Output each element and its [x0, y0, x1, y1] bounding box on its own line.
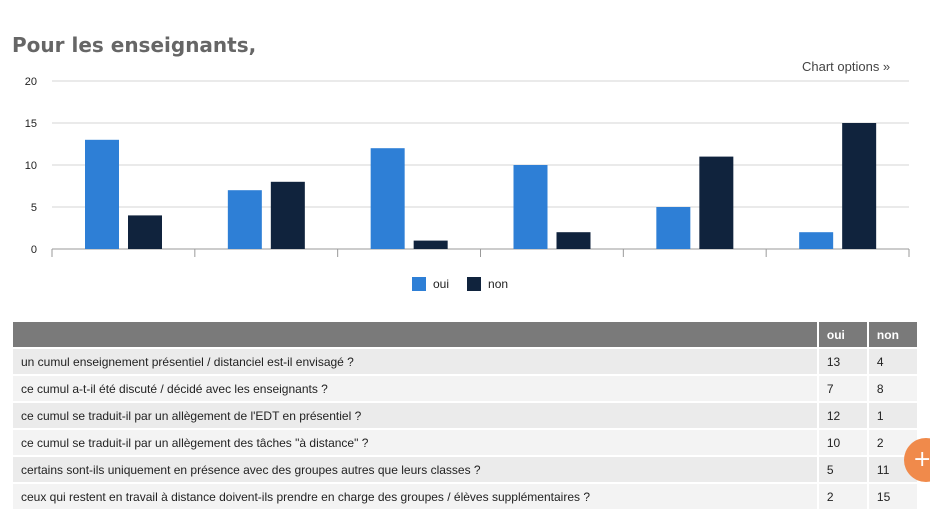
- non-cell: 8: [866, 374, 917, 402]
- legend-swatch-oui: [412, 277, 426, 291]
- bar-non-3: [413, 240, 448, 249]
- question-cell: ce cumul se traduit-il par un allègement…: [13, 428, 818, 456]
- non-cell: 1: [866, 401, 917, 429]
- bar-oui-2: [227, 190, 262, 249]
- bar-oui-5: [656, 207, 691, 249]
- legend-label-non: non: [488, 277, 509, 291]
- question-cell: certains sont-ils uniquement en présence…: [13, 455, 818, 483]
- bar-non-1: [128, 215, 162, 249]
- table-row: certains sont-ils uniquement en présence…: [13, 455, 917, 483]
- bar-non-5: [699, 156, 734, 249]
- question-cell: ce cumul se traduit-il par un allègement…: [13, 401, 818, 429]
- table-row: ce cumul a-t-il été discuté / décidé ave…: [13, 374, 917, 402]
- oui-cell: 12: [816, 401, 868, 429]
- oui-cell: 13: [816, 347, 868, 375]
- bar-oui-4: [513, 165, 548, 249]
- bar-non-2: [270, 181, 305, 249]
- bar-non-4: [556, 232, 591, 249]
- question-cell: un cumul enseignement présentiel / dista…: [13, 347, 818, 375]
- bar-non-6: [842, 123, 877, 249]
- table-row: ce cumul se traduit-il par un allègement…: [13, 401, 917, 429]
- column-header-non: non: [866, 322, 917, 348]
- legend-item-oui[interactable]: oui: [412, 277, 449, 291]
- oui-cell: 10: [816, 428, 868, 456]
- y-tick-label: 10: [25, 160, 37, 172]
- y-tick-label: 20: [25, 76, 37, 88]
- table-row: un cumul enseignement présentiel / dista…: [13, 347, 917, 375]
- y-tick-label: 15: [25, 118, 37, 130]
- legend-swatch-non: [467, 277, 482, 291]
- legend-label-oui: oui: [433, 277, 450, 291]
- chart-options-link[interactable]: Chart options »: [802, 59, 891, 74]
- oui-cell: 7: [816, 374, 868, 402]
- column-header-question: [13, 322, 818, 348]
- plus-icon: +: [913, 447, 930, 472]
- question-cell: ceux qui restent en travail à distance d…: [13, 482, 818, 509]
- bar-chart: 0 5 10 15 20: [25, 76, 910, 257]
- bar-oui-6: [799, 232, 834, 249]
- table-header-row: oui non: [13, 322, 917, 348]
- bar-oui-3: [370, 148, 405, 249]
- bar-oui-1: [85, 139, 119, 249]
- help-button[interactable]: +: [904, 438, 930, 482]
- data-table: oui non un cumul enseignement présentiel…: [13, 322, 917, 509]
- oui-cell: 5: [816, 455, 868, 483]
- non-cell: 15: [866, 482, 917, 509]
- y-tick-label: 5: [31, 202, 37, 214]
- page-title: Pour les enseignants,: [12, 33, 257, 57]
- y-tick-label: 0: [31, 244, 37, 256]
- chart-legend: oui non: [412, 277, 526, 291]
- table-row: ceux qui restent en travail à distance d…: [13, 482, 917, 509]
- column-header-oui: oui: [816, 322, 868, 348]
- table-row: ce cumul se traduit-il par un allègement…: [13, 428, 917, 456]
- non-cell: 4: [866, 347, 917, 375]
- question-cell: ce cumul a-t-il été discuté / décidé ave…: [13, 374, 818, 402]
- legend-item-non[interactable]: non: [467, 277, 508, 291]
- oui-cell: 2: [816, 482, 868, 509]
